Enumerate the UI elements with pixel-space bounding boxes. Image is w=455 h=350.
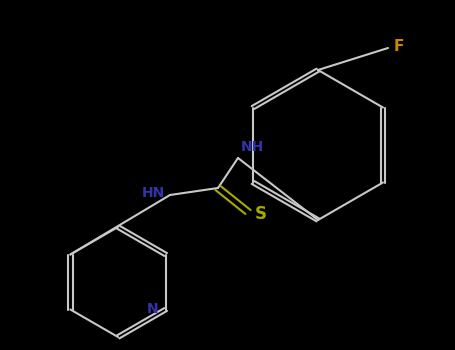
Text: F: F xyxy=(394,40,404,55)
Text: S: S xyxy=(255,205,267,223)
Text: NH: NH xyxy=(240,140,263,154)
Text: HN: HN xyxy=(142,186,165,200)
Text: N: N xyxy=(147,302,159,316)
